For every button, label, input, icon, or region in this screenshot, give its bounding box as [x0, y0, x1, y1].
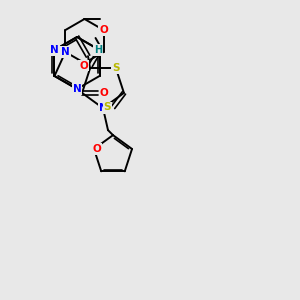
- Text: N: N: [73, 84, 81, 94]
- Text: O: O: [100, 88, 109, 98]
- Text: O: O: [99, 25, 108, 35]
- Text: S: S: [103, 102, 111, 112]
- Text: N: N: [99, 103, 107, 113]
- Text: O: O: [93, 144, 101, 154]
- Text: O: O: [79, 61, 88, 71]
- Text: S: S: [112, 63, 120, 73]
- Text: N: N: [50, 45, 59, 55]
- Text: N: N: [61, 47, 70, 57]
- Text: H: H: [94, 45, 102, 55]
